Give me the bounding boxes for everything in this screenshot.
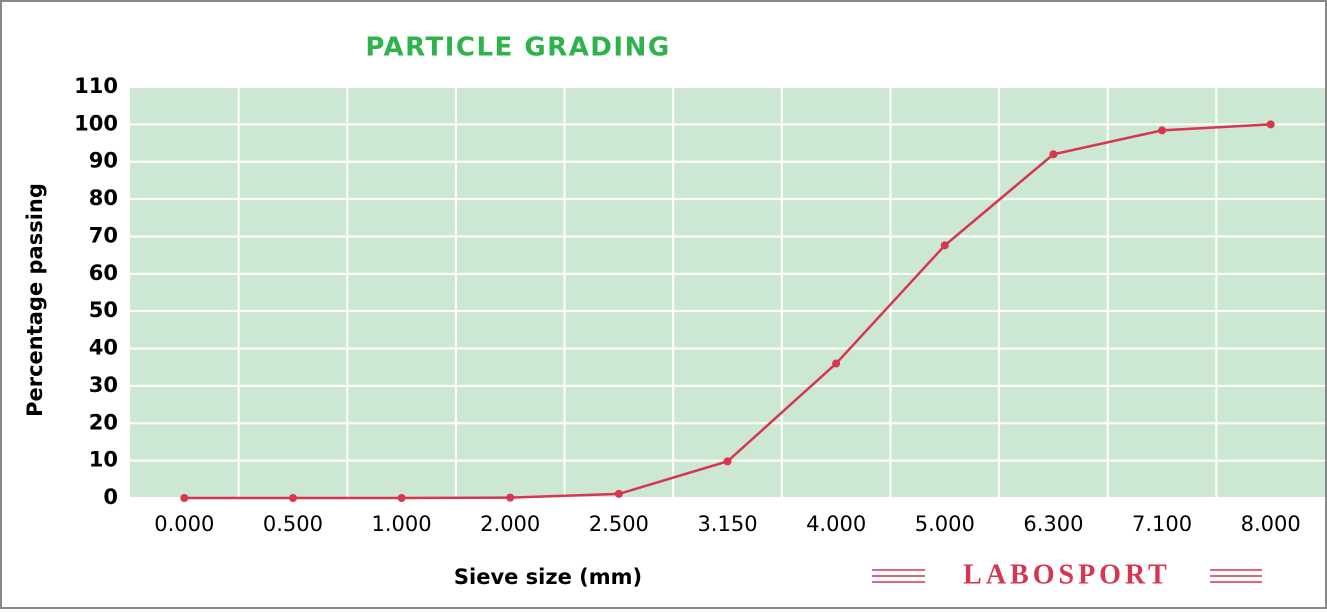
- plot-area: [130, 87, 1325, 498]
- x-tick-label: 0.500: [263, 512, 323, 536]
- x-tick-label: 2.000: [480, 512, 540, 536]
- x-tick-label: 1.000: [372, 512, 432, 536]
- y-tick-label: 70: [89, 223, 118, 247]
- logo: LABOSPORT: [872, 559, 1262, 591]
- data-point: [506, 493, 515, 502]
- y-tick-label: 0: [103, 485, 118, 509]
- y-tick-label: 30: [89, 373, 118, 397]
- data-point: [397, 494, 406, 502]
- y-tick-label: 40: [89, 336, 118, 360]
- data-point: [288, 494, 297, 502]
- x-tick-label: 0.000: [154, 512, 214, 536]
- y-tick-label: 80: [89, 186, 118, 210]
- y-tick-label: 90: [89, 149, 118, 173]
- data-point: [832, 359, 841, 368]
- y-tick-label: 10: [89, 448, 118, 472]
- y-tick-label: 100: [74, 111, 118, 135]
- y-tick-label: 20: [89, 410, 118, 434]
- y-tick-label: 110: [74, 74, 118, 98]
- x-tick-label: 6.300: [1023, 512, 1083, 536]
- x-tick-label: 8.000: [1241, 512, 1301, 536]
- x-tick-label: 3.150: [697, 512, 757, 536]
- data-point: [1049, 150, 1058, 159]
- x-axis-label: Sieve size (mm): [454, 565, 642, 589]
- data-point: [940, 241, 949, 250]
- chart-title: PARTICLE GRADING: [365, 33, 670, 63]
- data-point: [723, 457, 732, 466]
- data-point: [1266, 120, 1275, 129]
- y-tick-label: 50: [89, 298, 118, 322]
- data-point: [1158, 126, 1167, 135]
- logo-gap: [925, 563, 1210, 591]
- y-axis-label: Percentage passing: [23, 183, 47, 417]
- logo-text: LABOSPORT: [963, 559, 1171, 590]
- data-point: [180, 494, 189, 502]
- y-tick-label: 60: [89, 261, 118, 285]
- x-tick-label: 7.100: [1132, 512, 1192, 536]
- x-tick-label: 5.000: [915, 512, 975, 536]
- x-tick-label: 2.500: [589, 512, 649, 536]
- x-tick-label: 4.000: [806, 512, 866, 536]
- data-point: [614, 489, 623, 498]
